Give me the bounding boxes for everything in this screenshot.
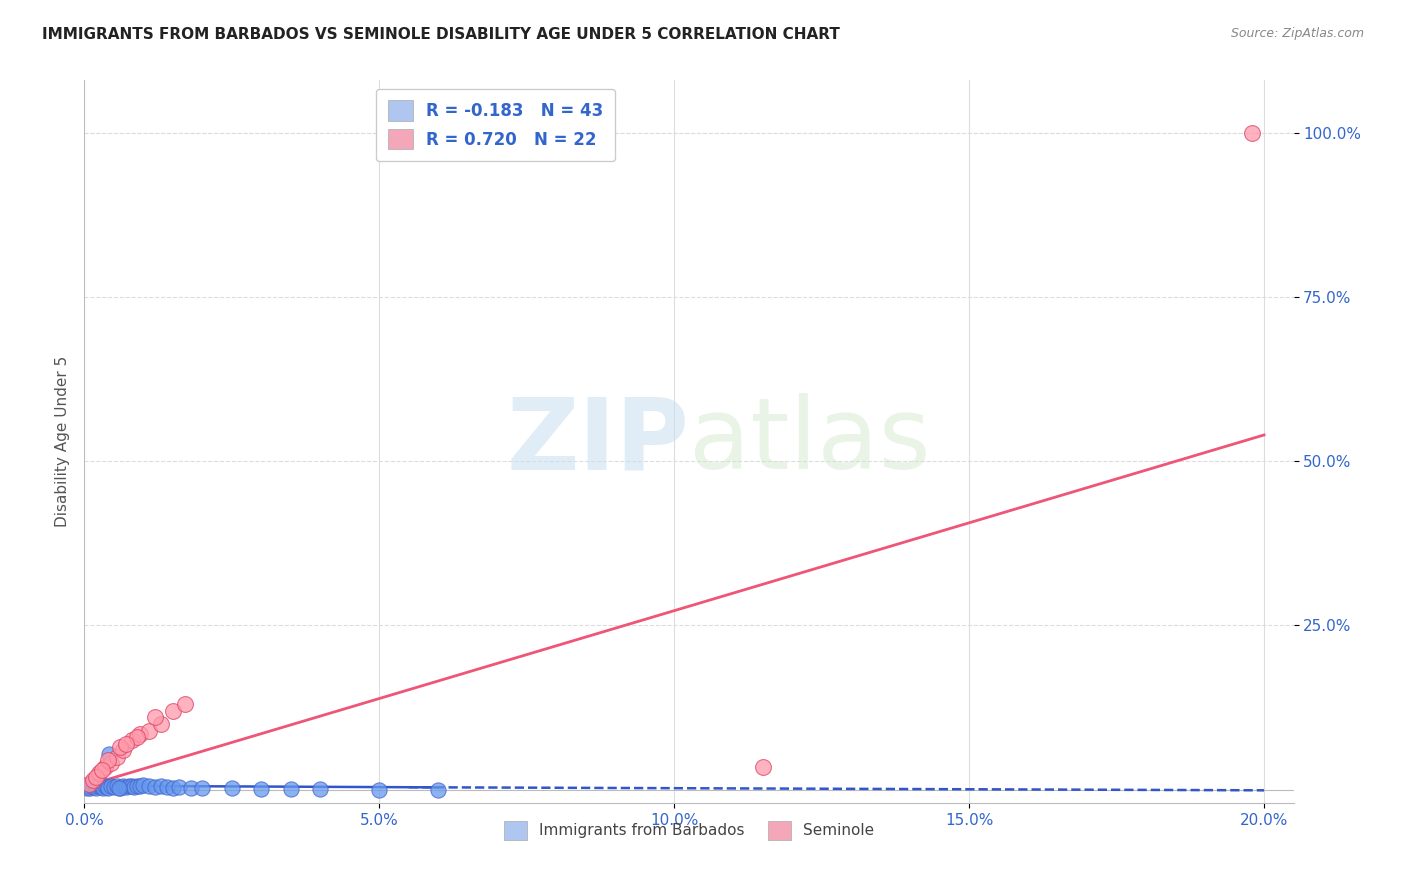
Point: [105, 749, 128, 764]
Point: [80, 777, 103, 791]
Point: [280, 782, 302, 797]
Point: [94, 779, 117, 793]
Point: [221, 781, 243, 796]
Point: [121, 733, 143, 747]
Text: atlas: atlas: [689, 393, 931, 490]
Point: [77, 780, 100, 794]
Point: [121, 780, 143, 794]
Point: [87, 778, 110, 792]
Point: [108, 780, 131, 795]
Point: [96, 780, 118, 794]
Point: [138, 723, 160, 738]
Point: [368, 782, 391, 797]
Point: [77, 777, 100, 791]
Point: [82, 780, 104, 794]
Point: [97, 753, 120, 767]
Point: [105, 779, 128, 793]
Point: [150, 717, 173, 731]
Point: [129, 780, 152, 794]
Text: Source: ZipAtlas.com: Source: ZipAtlas.com: [1230, 27, 1364, 40]
Point: [132, 778, 155, 792]
Point: [138, 780, 160, 794]
Point: [162, 780, 184, 795]
Point: [108, 739, 131, 754]
Point: [191, 781, 214, 796]
Point: [427, 782, 450, 797]
Point: [114, 737, 136, 751]
Point: [180, 780, 202, 795]
Point: [90, 780, 112, 794]
Point: [84, 770, 107, 784]
Point: [150, 780, 173, 794]
Point: [111, 780, 134, 794]
Text: IMMIGRANTS FROM BARBADOS VS SEMINOLE DISABILITY AGE UNDER 5 CORRELATION CHART: IMMIGRANTS FROM BARBADOS VS SEMINOLE DIS…: [42, 27, 839, 42]
Point: [111, 743, 134, 757]
Legend: Immigrants from Barbados, Seminole: Immigrants from Barbados, Seminole: [498, 815, 880, 846]
Point: [94, 760, 117, 774]
Point: [309, 782, 332, 797]
Point: [173, 698, 195, 712]
Point: [107, 780, 129, 795]
Point: [250, 782, 273, 797]
Point: [86, 780, 108, 794]
Point: [76, 780, 98, 795]
Point: [129, 727, 152, 741]
Point: [127, 779, 149, 793]
Point: [87, 766, 110, 780]
Point: [156, 780, 179, 794]
Point: [143, 710, 166, 724]
Point: [167, 780, 190, 794]
Point: [97, 780, 120, 795]
Point: [162, 704, 184, 718]
Point: [751, 760, 773, 774]
Point: [91, 780, 114, 795]
Point: [100, 780, 122, 794]
Point: [117, 779, 139, 793]
Point: [79, 781, 101, 796]
Point: [82, 772, 104, 787]
Point: [91, 763, 114, 777]
Point: [143, 780, 166, 794]
Point: [124, 780, 146, 794]
Point: [114, 780, 136, 794]
Point: [84, 779, 107, 793]
Point: [84, 780, 107, 795]
Point: [127, 730, 149, 744]
Point: [1241, 126, 1264, 140]
Point: [91, 780, 114, 794]
Y-axis label: Disability Age Under 5: Disability Age Under 5: [55, 356, 70, 527]
Point: [103, 780, 125, 794]
Text: ZIP: ZIP: [506, 393, 689, 490]
Point: [98, 747, 121, 761]
Point: [100, 756, 122, 771]
